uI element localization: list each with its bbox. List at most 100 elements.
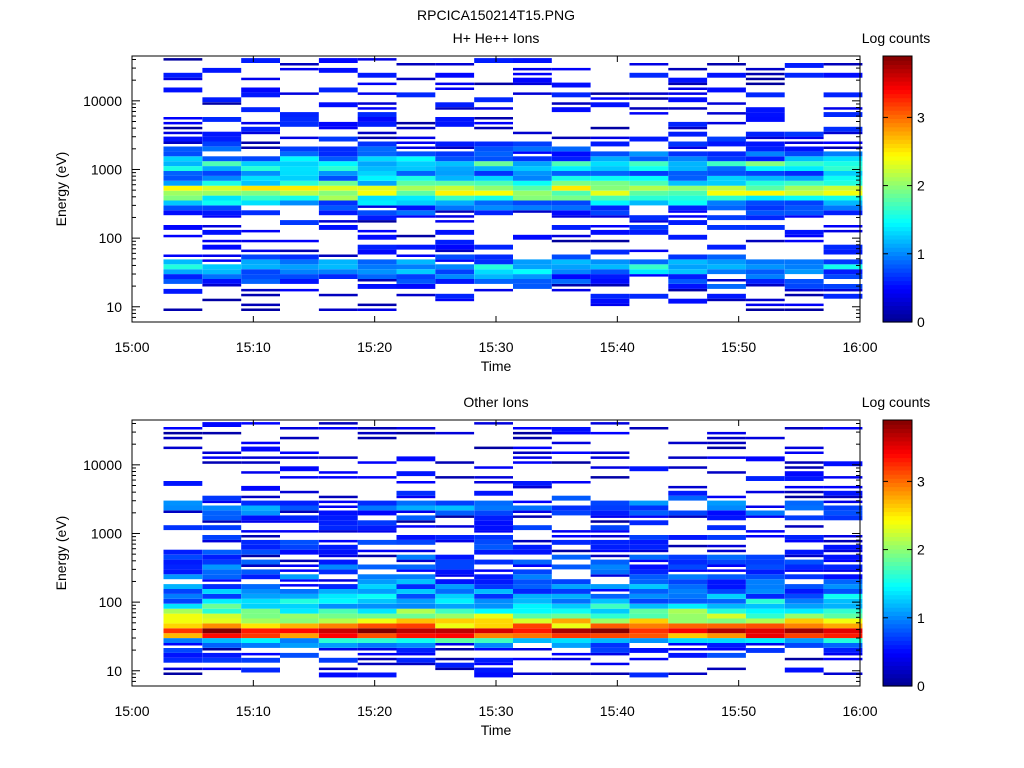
heatmap-cell <box>474 151 513 157</box>
heatmap-cell <box>202 67 242 73</box>
heatmap-cell <box>474 185 513 191</box>
heatmap-cell <box>474 500 513 506</box>
heatmap-cell <box>163 72 203 78</box>
heatmap-cell <box>202 554 242 560</box>
colorbar-swatch <box>883 494 912 500</box>
heatmap-cell <box>707 279 746 282</box>
heatmap-cell <box>163 185 203 191</box>
heatmap-cell <box>551 579 591 585</box>
heatmap-cell <box>241 554 280 558</box>
heatmap-cell <box>435 515 475 518</box>
heatmap-cell <box>474 446 513 450</box>
heatmap-cell <box>745 436 785 440</box>
heatmap-cell <box>474 613 513 619</box>
heatmap-cell <box>668 485 708 489</box>
heatmap-cell <box>784 205 824 211</box>
heatmap-cell <box>745 515 785 518</box>
heatmap-cell <box>513 210 552 213</box>
heatmap-cell <box>668 652 708 658</box>
heatmap-cell <box>474 657 513 663</box>
heatmap-cell <box>280 476 319 479</box>
heatmap-cell <box>513 618 552 624</box>
colorbar-swatch <box>883 436 912 442</box>
colorbar-swatch <box>883 80 912 86</box>
colorbar-swatch <box>883 478 912 483</box>
heatmap-cell <box>551 564 591 570</box>
heatmap-cell <box>241 195 280 201</box>
heatmap-cell <box>513 608 552 614</box>
heatmap-cell <box>629 136 669 142</box>
heatmap-cell <box>435 87 475 90</box>
heatmap-cell <box>474 274 513 279</box>
heatmap-cell <box>823 112 863 117</box>
heatmap-cell <box>163 259 203 265</box>
heatmap-cell <box>241 166 280 171</box>
heatmap-cell <box>396 598 436 604</box>
heatmap-cell <box>318 672 358 678</box>
heatmap-cell <box>280 490 319 494</box>
heatmap-cell <box>513 427 552 430</box>
heatmap-cell <box>163 648 203 653</box>
heatmap-cell <box>745 215 785 221</box>
heatmap-cell <box>241 618 280 624</box>
heatmap-cell <box>280 456 319 459</box>
heatmap-cell <box>668 190 708 196</box>
heatmap-cell <box>823 229 863 233</box>
colorbar-swatch <box>883 89 912 95</box>
heatmap-cell <box>280 136 319 140</box>
heatmap-cell <box>668 638 708 643</box>
heatmap-cell <box>435 628 475 634</box>
heatmap-cell <box>163 274 203 279</box>
heatmap-cell <box>823 554 863 560</box>
heatmap-cell <box>707 559 746 565</box>
heatmap-cell <box>318 151 358 157</box>
figure-title: RPCICA150214T15.PNG <box>417 7 575 23</box>
heatmap-cell <box>474 648 513 651</box>
heatmap-cell <box>396 185 436 191</box>
heatmap-cell <box>435 510 475 516</box>
heatmap-cell <box>707 112 746 115</box>
heatmap-cell <box>241 652 280 656</box>
heatmap-cell <box>435 667 475 671</box>
heatmap-cell <box>745 205 785 211</box>
heatmap-cell <box>823 175 863 181</box>
heatmap-cell <box>163 136 203 142</box>
heatmap-cell <box>707 175 746 181</box>
heatmap-cell <box>357 648 397 651</box>
heatmap-cell <box>241 269 280 275</box>
heatmap-cell <box>280 500 319 506</box>
heatmap-cell <box>357 500 397 506</box>
heatmap-cell <box>396 269 436 275</box>
heatmap-cell <box>668 269 708 275</box>
heatmap-cell <box>668 466 708 469</box>
heatmap-cell <box>396 618 436 624</box>
heatmap-cell <box>784 171 824 176</box>
heatmap-cell <box>745 559 785 565</box>
heatmap-cell <box>318 200 358 206</box>
heatmap-cell <box>357 58 397 61</box>
heatmap-cell <box>668 166 708 171</box>
heatmap-cell <box>823 92 863 98</box>
heatmap-cell <box>823 259 863 265</box>
heatmap-cell <box>823 618 863 624</box>
y-axis-label: Energy (eV) <box>53 152 69 227</box>
heatmap-cell <box>823 131 863 135</box>
heatmap-cell <box>241 303 280 307</box>
heatmap-cell <box>474 633 513 639</box>
heatmap-cell <box>784 574 824 580</box>
heatmap-cell <box>163 623 203 629</box>
heatmap-cell <box>745 456 785 462</box>
colorbar-swatch <box>883 669 912 675</box>
heatmap-cell <box>745 628 785 634</box>
heatmap-cell <box>707 593 746 599</box>
heatmap-cell <box>551 254 591 260</box>
heatmap-cell <box>202 205 242 211</box>
heatmap-cell <box>707 446 746 450</box>
heatmap-cell <box>318 121 358 127</box>
colorbar-swatch <box>883 644 912 650</box>
heatmap-cell <box>784 569 824 572</box>
heatmap-cell <box>784 451 824 454</box>
heatmap-cell <box>318 67 358 73</box>
y-tick-label: 1000 <box>91 161 122 177</box>
heatmap-cell <box>280 279 319 284</box>
